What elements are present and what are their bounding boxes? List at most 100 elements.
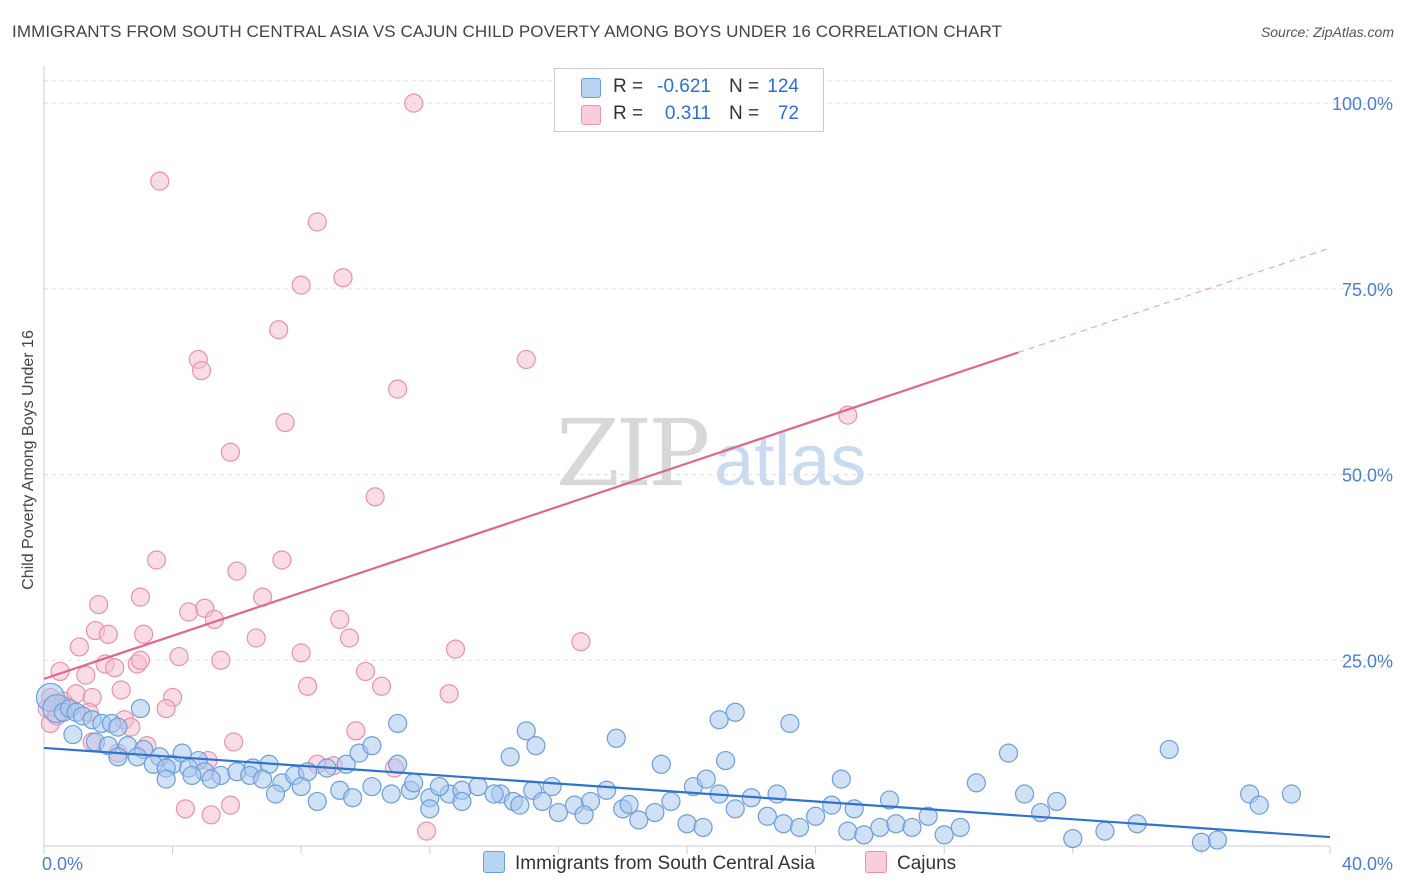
- cajun-point: [439, 684, 459, 704]
- immigrants-point: [484, 784, 504, 804]
- cajun-point: [69, 637, 89, 657]
- immigrants-point: [651, 754, 671, 774]
- legend-row-series2: R = 0.311 N = 72: [555, 101, 823, 127]
- immigrants-point: [838, 821, 858, 841]
- immigrants-point: [934, 825, 954, 845]
- immigrants-point: [362, 776, 382, 797]
- immigrants-point: [998, 743, 1019, 763]
- cajun-point: [339, 628, 360, 648]
- immigrants-point: [182, 765, 202, 786]
- immigrants-point: [201, 769, 221, 789]
- immigrants-point: [388, 713, 408, 734]
- immigrants-point: [780, 713, 800, 734]
- immigrants-point: [1159, 739, 1179, 760]
- cajun-point: [169, 646, 189, 667]
- immigrants-point: [343, 788, 363, 808]
- immigrants-trend-line: [43, 746, 1331, 839]
- cajun-point: [404, 93, 424, 113]
- cajun-point: [76, 665, 96, 685]
- immigrants-point: [362, 736, 382, 756]
- zipatlas-watermark: ZIP atlas: [556, 400, 866, 507]
- cajun-point: [111, 680, 131, 700]
- correlation-legend: R = -0.621 N = 124 R = 0.311 N = 72: [554, 68, 824, 132]
- cajun-point: [220, 795, 241, 815]
- y-tick-label: 50.0%: [1342, 466, 1393, 486]
- cajun-point: [201, 805, 221, 825]
- chart-title: IMMIGRANTS FROM SOUTH CENTRAL ASIA VS CA…: [12, 22, 1002, 41]
- cajun-point: [191, 360, 212, 381]
- bottom-legend-label-series2: Cajuns: [897, 853, 957, 874]
- source-credit: Source: ZipAtlas.com: [1260, 24, 1394, 40]
- immigrants-point: [1191, 832, 1212, 852]
- immigrants-point: [1281, 784, 1302, 804]
- immigrants-point: [381, 784, 401, 804]
- immigrants-point: [844, 799, 864, 819]
- immigrants-point: [677, 814, 697, 834]
- immigrants-point: [130, 698, 151, 719]
- immigrants-point: [1031, 802, 1051, 823]
- cajun-point: [346, 721, 366, 741]
- cajun-point: [98, 624, 118, 644]
- immigrants-point: [510, 795, 530, 815]
- watermark-zip: ZIP: [556, 400, 710, 507]
- immigrants-point: [696, 769, 716, 789]
- legend-r-value: 0.311: [664, 103, 711, 124]
- immigrants-point: [574, 805, 594, 825]
- immigrants-point: [661, 791, 681, 812]
- watermark-atlas: atlas: [714, 421, 867, 501]
- legend-n-label: N =: [729, 103, 760, 124]
- cajun-point: [291, 275, 311, 295]
- immigrants-point: [1207, 830, 1228, 850]
- cajun-point: [307, 212, 327, 232]
- legend-n-value: 72: [777, 103, 799, 124]
- immigrants-point: [516, 721, 536, 741]
- legend-n-value: 124: [767, 76, 799, 97]
- immigrants-point: [950, 817, 970, 838]
- bottom-legend-swatch-blue: [483, 851, 505, 873]
- y-tick-label: 75.0%: [1342, 280, 1393, 300]
- cajun-point: [371, 676, 392, 696]
- bottom-legend-series1: Immigrants from South Central Asia: [483, 851, 815, 875]
- cajun-point: [445, 639, 466, 659]
- cajun-point: [150, 171, 170, 191]
- cajun-point: [269, 320, 289, 340]
- immigrants-point: [548, 802, 569, 823]
- immigrants-point: [966, 773, 986, 793]
- cajun-point: [355, 661, 376, 682]
- immigrants-point: [879, 790, 900, 810]
- cajun-point: [330, 609, 350, 630]
- legend-r-label: R =: [613, 76, 644, 97]
- cajun-point: [224, 732, 244, 752]
- immigrants-point: [725, 702, 745, 722]
- cajun-point: [516, 349, 536, 370]
- immigrants-point: [805, 806, 826, 826]
- immigrants-point: [831, 769, 851, 789]
- bottom-legend-label-series1: Immigrants from South Central Asia: [515, 853, 815, 874]
- cajun-point: [291, 643, 311, 663]
- legend-n-label: N =: [729, 76, 760, 97]
- cajun-point: [388, 379, 408, 399]
- immigrants-point: [886, 814, 906, 834]
- y-tick-label: 100.0%: [1332, 94, 1393, 114]
- cajun-point: [130, 650, 151, 670]
- immigrants-point: [1249, 795, 1269, 815]
- immigrants-point: [725, 799, 745, 819]
- immigrants-point: [500, 747, 520, 767]
- legend-swatch-pink: [581, 105, 601, 125]
- immigrants-point: [532, 791, 552, 812]
- immigrants-point: [452, 791, 472, 812]
- legend-r-value: -0.621: [657, 76, 711, 97]
- immigrants-point: [108, 717, 128, 737]
- x-tick-label: 40.0%: [1342, 854, 1393, 874]
- immigrants-point: [854, 825, 874, 845]
- immigrants-point: [1063, 828, 1083, 849]
- immigrants-point: [870, 817, 890, 838]
- immigrants-point: [388, 754, 408, 774]
- cajun-point: [211, 650, 231, 670]
- bottom-legend-series2: Cajuns: [865, 851, 956, 875]
- cajun-point: [246, 628, 266, 648]
- immigrants-point: [108, 747, 128, 767]
- immigrants-point: [715, 750, 736, 771]
- cajun-point: [365, 487, 385, 507]
